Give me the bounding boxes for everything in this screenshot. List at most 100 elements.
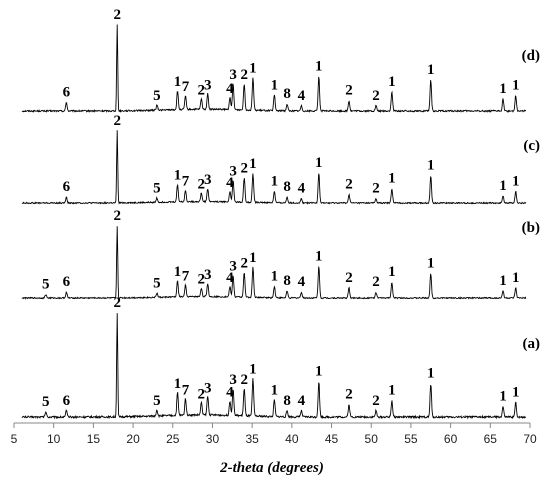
peak-label: 6	[63, 179, 71, 195]
peak-label: 4	[226, 81, 234, 97]
peak-label: 1	[315, 155, 323, 171]
peak-label: 2	[345, 270, 353, 286]
peak-label: 2	[240, 372, 248, 388]
peak-label: 1	[512, 384, 520, 400]
peak-label: 1	[427, 62, 435, 78]
peak-label: 5	[153, 276, 161, 292]
peak-label: 5	[153, 393, 161, 409]
peak-label: 7	[182, 382, 190, 398]
peak-label: 4	[298, 274, 306, 290]
peak-label: 2	[198, 83, 206, 99]
x-tick-label: 60	[444, 432, 458, 446]
peak-label: 1	[512, 174, 520, 190]
x-tick-label: 55	[404, 432, 418, 446]
peak-label: 1	[315, 248, 323, 264]
peak-label: 4	[226, 384, 234, 400]
peak-label: 2	[372, 274, 380, 290]
peak-label: 1	[271, 174, 279, 190]
peak-label: 1	[249, 60, 257, 76]
peak-label: 1	[388, 264, 396, 280]
peak-label: 6	[63, 84, 71, 100]
peak-label: 5	[153, 181, 161, 197]
peak-label: 1	[249, 362, 257, 378]
peak-label: 3	[204, 172, 212, 188]
peak-label: 2	[240, 161, 248, 177]
peak-label: 7	[182, 269, 190, 285]
peak-label: 8	[283, 273, 291, 289]
peak-label: 1	[174, 264, 182, 280]
x-tick-label: 45	[325, 432, 339, 446]
x-tick-label: 20	[126, 432, 140, 446]
peak-label: 1	[388, 382, 396, 398]
peak-label: 1	[174, 376, 182, 392]
peak-label: 4	[298, 181, 306, 197]
peak-label: 2	[345, 387, 353, 403]
x-tick-label: 65	[484, 432, 498, 446]
x-tick-label: 40	[285, 432, 299, 446]
peak-label: 1	[271, 269, 279, 285]
peak-label: 1	[315, 364, 323, 380]
peak-label: 1	[249, 156, 257, 172]
peak-label: 1	[427, 256, 435, 272]
peak-label: 6	[63, 274, 71, 290]
peak-label: 5	[153, 88, 161, 104]
peak-label: 2	[198, 387, 206, 403]
peak-label: 7	[182, 174, 190, 190]
peak-label: 1	[174, 74, 182, 90]
peak-label: 2	[372, 181, 380, 197]
peak-label: 1	[388, 171, 396, 187]
x-axis-ticks: 5 10 15 20 25 30 35 40 45 50 55 60 65 70	[11, 423, 537, 446]
peak-label: 1	[427, 158, 435, 174]
peak-label: 4	[226, 270, 234, 286]
x-axis-title: 2-theta (degrees)	[219, 460, 324, 476]
pattern-traces	[21, 24, 527, 420]
xrd-trace-0	[21, 24, 526, 114]
peak-label: 1	[271, 78, 279, 94]
peak-label: 1	[271, 382, 279, 398]
peak-label: 4	[298, 88, 306, 104]
peak-label: 7	[182, 79, 190, 95]
peak-label: 2	[113, 208, 121, 224]
peak-label: 1	[499, 81, 507, 97]
peak-label: 2	[372, 88, 380, 104]
peak-label: 8	[283, 393, 291, 409]
peak-label: 3	[204, 78, 212, 94]
peak-label: 1	[512, 270, 520, 286]
peak-label: 8	[283, 179, 291, 195]
peak-label: 2	[372, 393, 380, 409]
peak-label: 4	[298, 393, 306, 409]
x-tick-label: 50	[365, 432, 379, 446]
peak-label: 1	[499, 178, 507, 194]
panel-label: (c)	[523, 138, 540, 154]
peak-label: 3	[204, 267, 212, 283]
peak-label: 5	[42, 394, 50, 410]
x-tick-label: 25	[166, 432, 180, 446]
peak-label: 1	[499, 273, 507, 289]
xrd-trace-2	[21, 226, 527, 300]
panel-label: (d)	[522, 48, 540, 64]
x-tick-label: 35	[245, 432, 259, 446]
peak-label: 2	[240, 67, 248, 83]
peak-label: 2	[198, 176, 206, 192]
peak-label: 1	[174, 168, 182, 184]
peak-label: 2	[113, 295, 121, 311]
peak-label: 3	[229, 258, 237, 274]
peak-label: 2	[345, 176, 353, 192]
peak-label: 2	[345, 83, 353, 99]
peak-label: 1	[499, 389, 507, 405]
peak-label: 2	[240, 256, 248, 272]
peak-label: 3	[229, 163, 237, 179]
peak-label: 1	[249, 250, 257, 266]
peak-label: 1	[388, 74, 396, 90]
peak-label: 1	[315, 59, 323, 75]
x-tick-label: 10	[47, 432, 61, 446]
peak-label: 3	[229, 372, 237, 388]
peak-label: 3	[204, 380, 212, 396]
panel-label: (b)	[522, 220, 540, 236]
peak-label: 2	[113, 7, 121, 23]
peak-label: 3	[229, 67, 237, 83]
x-tick-label: 30	[206, 432, 220, 446]
panel-label: (a)	[523, 336, 541, 352]
